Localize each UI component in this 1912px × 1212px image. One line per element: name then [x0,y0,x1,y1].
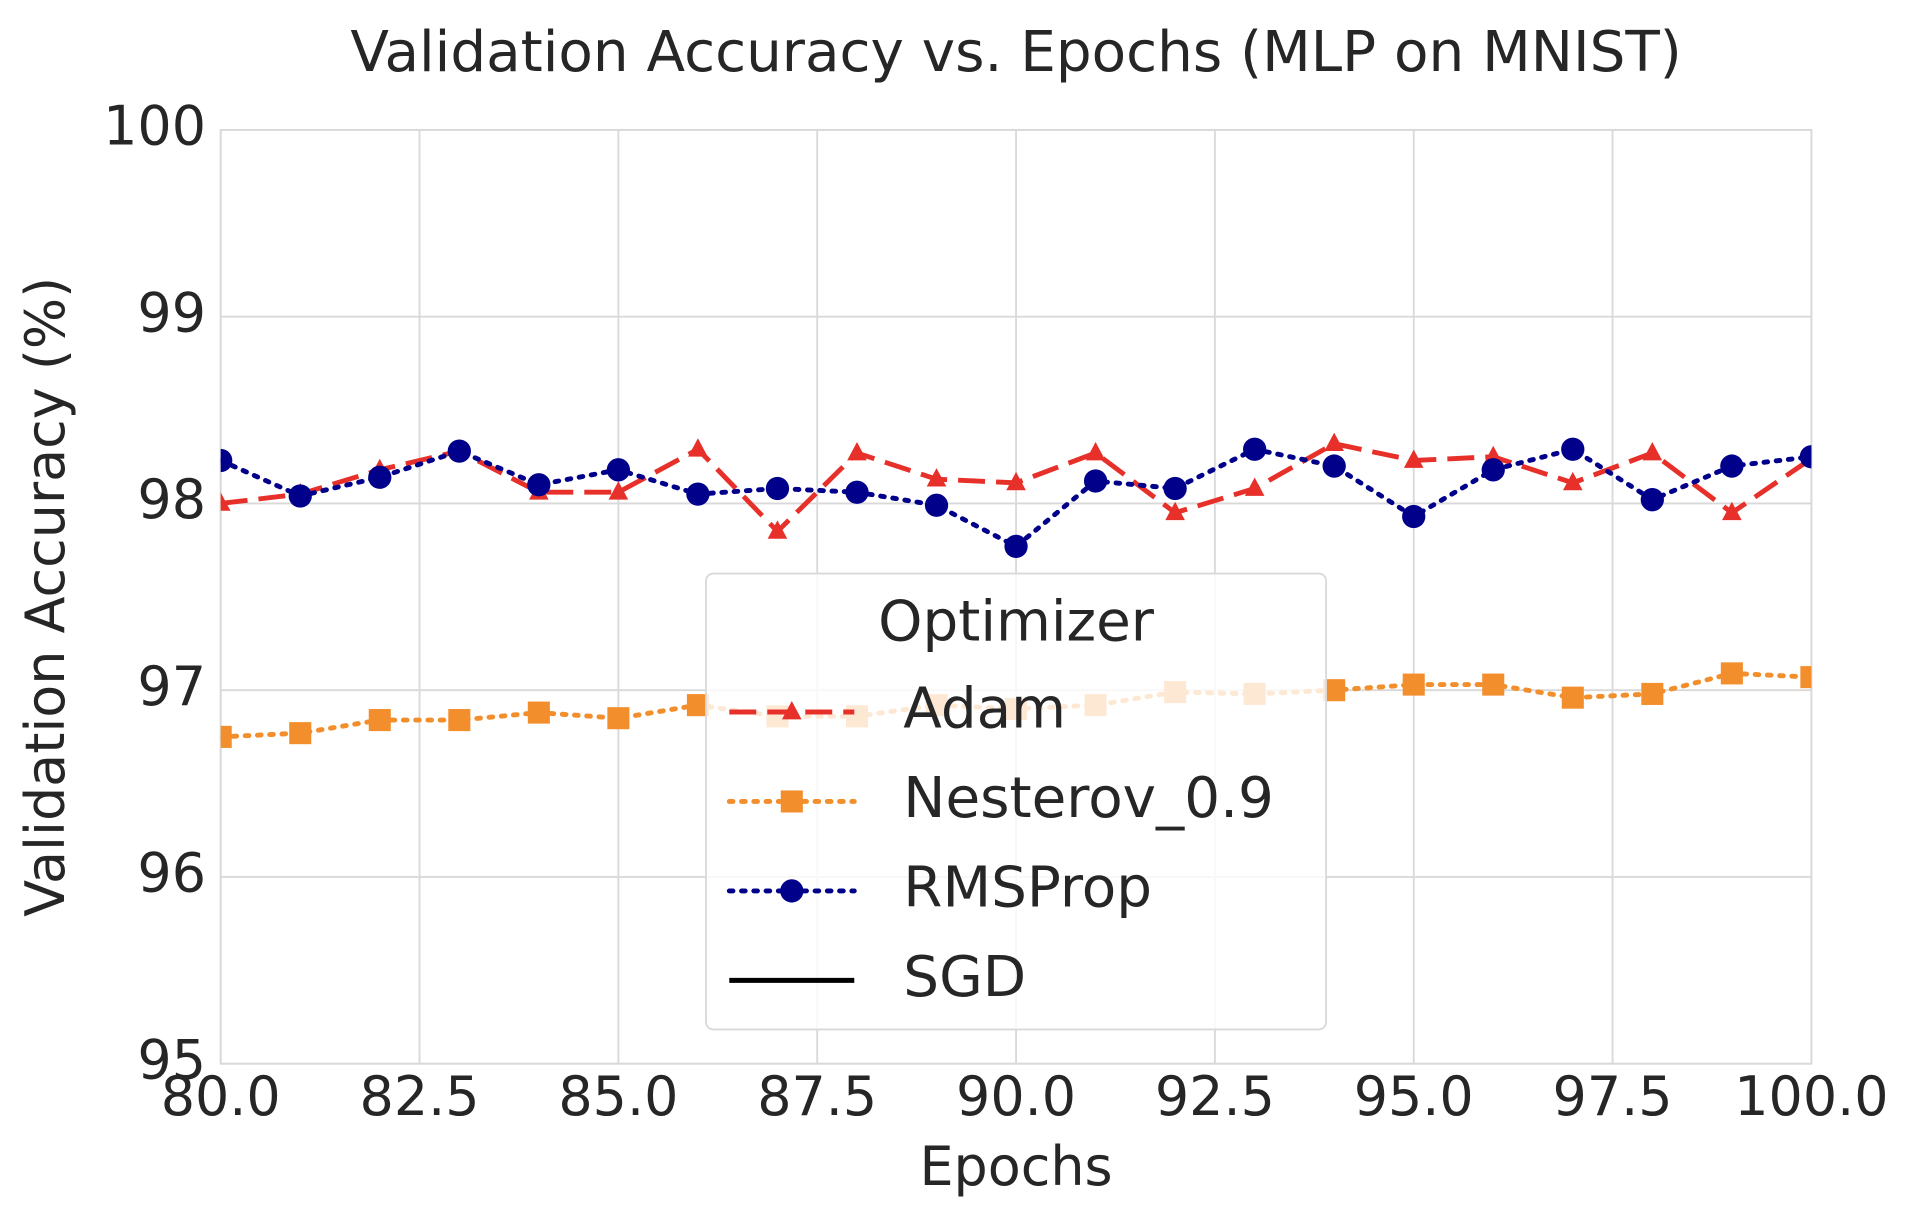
x-tick-label: 97.5 [1553,1065,1673,1128]
legend-label: RMSProp [903,856,1152,921]
marker [607,707,630,730]
x-tick-label: 82.5 [360,1065,480,1128]
marker [1323,679,1346,702]
marker [780,879,804,903]
marker [1720,662,1743,685]
x-tick-label: 95.0 [1354,1065,1474,1128]
y-tick-label: 95 [137,1028,206,1091]
marker [1243,437,1267,461]
y-tick-label: 98 [137,468,206,531]
marker [448,709,471,732]
marker [1561,437,1585,461]
marker [1561,686,1584,709]
marker [368,465,392,489]
marker [1083,469,1108,493]
marker [845,480,869,504]
x-tick-label: 92.5 [1155,1065,1275,1128]
legend-title: Optimizer [878,590,1155,655]
marker [608,481,629,500]
marker [1085,441,1106,461]
marker [527,473,551,497]
marker [1324,432,1344,452]
marker [1800,666,1812,689]
x-axis-label: Epochs [919,1135,1112,1198]
marker [780,790,803,813]
marker [1004,534,1028,559]
marker [1720,454,1744,478]
y-axis-label: Validation Accuracy (%) [14,277,77,917]
marker [847,441,867,461]
marker [1562,471,1583,491]
marker [1322,454,1346,478]
marker [368,709,391,732]
marker [288,484,312,508]
marker [1641,682,1664,705]
marker [1402,673,1425,696]
marker [1481,458,1505,482]
marker [220,448,233,473]
x-tick-label: 87.5 [757,1065,877,1128]
x-tick-label: 80.0 [161,1065,281,1128]
marker [1640,488,1664,512]
marker [767,520,788,539]
y-tick-label: 96 [137,842,206,905]
y-tick-label: 97 [137,655,206,718]
marker [606,458,631,482]
x-tick-label: 85.0 [558,1065,678,1128]
marker [1403,449,1424,468]
marker [1244,477,1265,496]
marker [289,722,312,745]
marker [926,468,947,487]
legend-label: Nesterov_0.9 [903,766,1274,831]
marker [220,492,231,511]
marker [686,482,710,506]
marker [686,694,709,717]
x-tick-label: 90.0 [956,1065,1076,1128]
marker [688,438,708,457]
marker [924,493,949,517]
x-tick-label: 100.0 [1734,1065,1888,1128]
marker [1163,476,1187,501]
marker [1642,441,1663,461]
marker [765,476,790,501]
y-tick-label: 99 [137,281,206,344]
marker [1165,501,1185,521]
marker [1482,673,1505,696]
marker [447,439,471,463]
y-tick-label: 100 [103,95,206,158]
marker [220,725,232,748]
marker [781,700,802,720]
marker [1006,471,1026,491]
marker [1402,504,1426,529]
marker [527,701,550,724]
plot-frame [219,128,1813,1065]
legend: Optimizer Adam Nesterov_0.9 RMSProp SGD [705,572,1328,1031]
legend-label: SGD [903,945,1026,1010]
legend-box [705,572,1328,1031]
chart-title: Validation Accuracy vs. Epochs (MLP on M… [350,20,1681,85]
legend-label: Adam [903,677,1066,742]
marker [1799,445,1812,469]
marker [1722,501,1742,521]
